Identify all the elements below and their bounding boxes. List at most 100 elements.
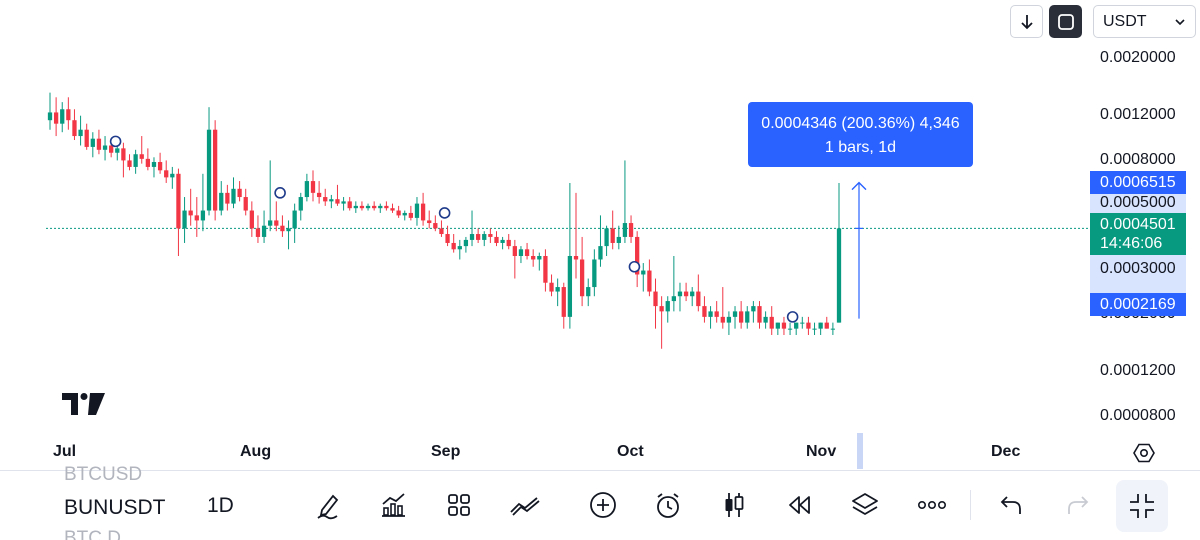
candle-body (310, 181, 316, 193)
candle-body (500, 239, 505, 243)
add-button[interactable] (585, 487, 621, 523)
drawing-tool-button[interactable] (310, 487, 346, 523)
interval-select[interactable]: 1D (207, 494, 234, 517)
price-axis-label: 0.0012000 (1100, 106, 1176, 123)
candle-body (475, 234, 481, 240)
candle-body (151, 162, 157, 167)
toolbar-separator (970, 490, 971, 520)
range-low-tag: 0.0002169 (1090, 293, 1186, 316)
candle-body (102, 145, 108, 150)
more-button[interactable] (914, 487, 950, 523)
candle-body (696, 291, 701, 307)
price-axis-label: 0.0001200 (1100, 362, 1176, 379)
alert-button[interactable] (650, 487, 686, 523)
toolbar-divider (0, 470, 1200, 471)
candle-body (537, 255, 542, 260)
candle-body (806, 322, 811, 329)
indicators-button[interactable] (375, 487, 411, 523)
plus-circle-icon (590, 492, 616, 518)
scroll-to-latest-button[interactable] (1010, 5, 1043, 38)
undo-button[interactable] (993, 487, 1029, 523)
event-marker-icon[interactable] (109, 135, 122, 148)
candle-body (427, 220, 432, 224)
candle-body (96, 138, 102, 150)
symbol-list-item[interactable]: BTC.D (64, 528, 121, 540)
candle-body (482, 234, 487, 240)
candle-body (420, 203, 426, 221)
chart-type-button[interactable] (716, 487, 752, 523)
compare-button[interactable] (507, 487, 543, 523)
candle-body (726, 316, 732, 323)
candle-body (139, 154, 144, 159)
candle-body (439, 228, 444, 235)
event-marker-icon[interactable] (438, 207, 451, 219)
candle-body (127, 160, 132, 167)
more-icon (917, 500, 946, 510)
candlestick-chart[interactable] (0, 0, 1200, 470)
candle-body (757, 306, 762, 323)
redo-icon (1068, 496, 1089, 514)
candle-body (47, 112, 53, 121)
candle-body (408, 212, 414, 218)
replay-button[interactable] (781, 487, 817, 523)
candle-body (518, 249, 524, 256)
candle-body (457, 246, 462, 250)
candle-body (775, 322, 780, 329)
candle-body (738, 311, 744, 323)
candle-body (567, 255, 573, 317)
candle-body (121, 148, 126, 161)
candle-body (463, 239, 469, 247)
month-label: Dec (991, 443, 1021, 460)
candle-body (512, 246, 517, 256)
candle-body (579, 259, 585, 297)
fullscreen-toggle-button[interactable] (1049, 5, 1082, 38)
candle-body (255, 228, 261, 237)
event-marker-icon[interactable] (786, 311, 799, 323)
undo-icon (1000, 496, 1021, 514)
candle-body (280, 225, 285, 232)
event-marker-icon[interactable] (274, 187, 286, 199)
candle-body (84, 129, 89, 147)
currency-select[interactable]: USDT (1093, 5, 1196, 38)
objects-tree-button[interactable] (847, 487, 883, 523)
redo-button[interactable] (1060, 487, 1096, 523)
candle-body (261, 225, 267, 237)
arrow-down-icon (1020, 14, 1033, 29)
candle-body (488, 234, 493, 237)
candle-body (78, 129, 83, 137)
grid-icon (448, 494, 470, 516)
candle-body (677, 291, 683, 297)
symbol-list-item[interactable]: BTCUSD (64, 464, 143, 485)
candle-body (188, 210, 193, 216)
candle-body (494, 236, 499, 243)
symbol-name[interactable]: BUNUSDT (64, 496, 166, 519)
candle-body (800, 322, 805, 324)
candle-body (794, 322, 799, 329)
chevron-down-icon (1175, 19, 1185, 26)
candle-body (708, 311, 713, 317)
measure-arrow-icon[interactable] (851, 181, 867, 319)
measure-tooltip-line1: 0.0004346 (200.36%) 4,346 (761, 115, 960, 132)
candle-body (818, 322, 823, 329)
candle-body (109, 145, 114, 153)
exit-fullscreen-button[interactable] (1116, 480, 1168, 532)
candle-body (157, 162, 163, 171)
candle-body (824, 322, 829, 329)
candle-body (690, 291, 695, 297)
candle-body (347, 201, 352, 209)
settings-icon[interactable] (1133, 442, 1155, 464)
candle-body (610, 228, 615, 243)
range-high-tag: 0.0006515 (1090, 171, 1186, 194)
candle-body (635, 236, 640, 275)
candle-body (641, 270, 646, 275)
candle-body (316, 192, 322, 198)
month-label: Aug (240, 443, 272, 460)
candle-body (781, 322, 787, 329)
candle-body (531, 255, 536, 260)
candle-body (628, 223, 634, 237)
layout-button[interactable] (441, 487, 477, 523)
candle-body (555, 287, 560, 292)
candle-body (524, 249, 530, 256)
candle-body (243, 197, 248, 211)
event-marker-icon[interactable] (628, 260, 641, 273)
